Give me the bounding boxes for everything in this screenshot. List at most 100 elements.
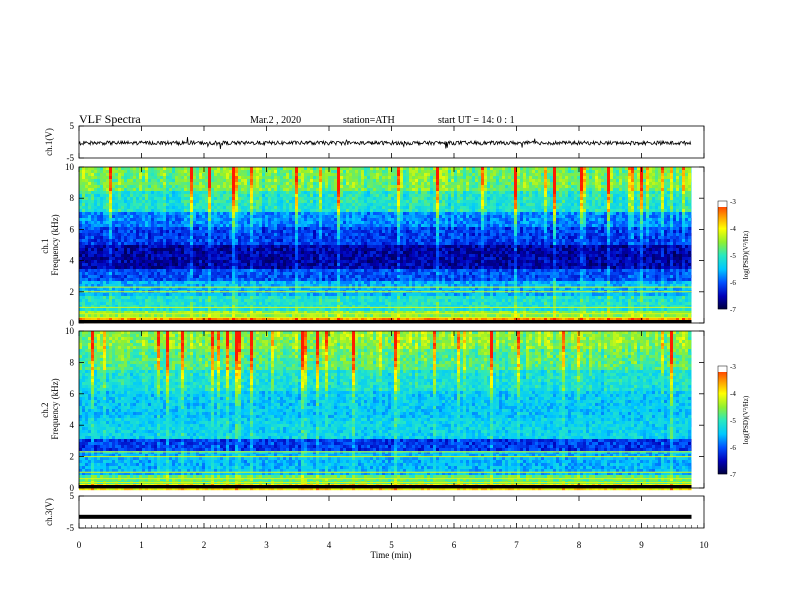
spectrogram-cell bbox=[550, 167, 553, 170]
spectrogram-cell bbox=[325, 194, 328, 197]
spectrogram-cell bbox=[202, 227, 205, 230]
spectrogram-cell bbox=[94, 203, 97, 206]
spectrogram-cell bbox=[202, 203, 205, 206]
spectrogram-cell bbox=[646, 212, 649, 215]
spectrogram-cell bbox=[247, 230, 250, 233]
spectrogram-cell bbox=[358, 209, 361, 212]
spectrogram-cell bbox=[382, 191, 385, 194]
spectrogram-cell bbox=[133, 236, 136, 239]
spectrogram-cell bbox=[262, 230, 265, 233]
spectrogram-cell bbox=[256, 212, 259, 215]
spectrogram-cell bbox=[505, 185, 508, 188]
spectrogram-cell bbox=[82, 218, 85, 221]
spectrogram-cell bbox=[436, 215, 439, 218]
spectrogram-cell bbox=[511, 215, 514, 218]
spectrogram-cell bbox=[196, 233, 199, 236]
spectrogram-cell bbox=[676, 230, 679, 233]
spectrogram-cell bbox=[481, 230, 484, 233]
spectrogram-cell bbox=[682, 206, 685, 209]
spectrogram-cell bbox=[469, 197, 472, 200]
spectrogram-cell bbox=[214, 191, 217, 194]
spectrogram-cell bbox=[649, 188, 652, 191]
spectrogram-cell bbox=[478, 182, 481, 185]
spectrogram-cell bbox=[466, 203, 469, 206]
spectrogram-cell bbox=[574, 185, 577, 188]
spectrogram-cell bbox=[388, 230, 391, 233]
spectrogram-cell bbox=[688, 236, 691, 239]
spectrogram-cell bbox=[223, 188, 226, 191]
spectrogram-cell bbox=[103, 215, 106, 218]
spectrogram-cell bbox=[289, 191, 292, 194]
spectrogram-cell bbox=[586, 212, 589, 215]
spectrogram-cell bbox=[151, 206, 154, 209]
spectrogram-cell bbox=[148, 194, 151, 197]
spectrogram-cell bbox=[586, 197, 589, 200]
spectrogram-cell bbox=[445, 179, 448, 182]
spectrogram-cell bbox=[637, 197, 640, 200]
spectrogram-cell bbox=[553, 185, 556, 188]
spectrogram-cell bbox=[610, 185, 613, 188]
spectrogram-cell bbox=[151, 203, 154, 206]
spectrogram-cell bbox=[436, 236, 439, 239]
ch1-waveform-trace bbox=[79, 126, 691, 158]
spectrogram-cell bbox=[628, 200, 631, 203]
spectrogram-cell bbox=[484, 218, 487, 221]
spectrogram-cell bbox=[397, 188, 400, 191]
spectrogram-cell bbox=[604, 212, 607, 215]
spectrogram-cell bbox=[271, 224, 274, 227]
spectrogram-cell bbox=[580, 224, 583, 227]
spectrogram-cell bbox=[580, 176, 583, 179]
spectrogram-cell bbox=[220, 239, 223, 242]
spectrogram-cell bbox=[187, 215, 190, 218]
spectrogram-cell bbox=[169, 182, 172, 185]
spectrogram-cell bbox=[487, 218, 490, 221]
spectrogram-cell bbox=[169, 239, 172, 242]
spectrogram-cell bbox=[406, 182, 409, 185]
spectrogram-cell bbox=[454, 203, 457, 206]
spectrogram-cell bbox=[214, 233, 217, 236]
spectrogram-cell bbox=[88, 194, 91, 197]
spectrogram-cell bbox=[400, 179, 403, 182]
spectrogram-cell bbox=[349, 173, 352, 176]
spectrogram-cell bbox=[310, 233, 313, 236]
spectrogram-cell bbox=[679, 215, 682, 218]
spectrogram-cell bbox=[460, 191, 463, 194]
spectrogram-cell bbox=[544, 170, 547, 173]
spectrogram-cell bbox=[286, 212, 289, 215]
spectrogram-cell bbox=[664, 173, 667, 176]
spectrogram-cell bbox=[100, 194, 103, 197]
spectrogram-cell bbox=[127, 200, 130, 203]
spectrogram-cell bbox=[427, 221, 430, 224]
spectrogram-cell bbox=[202, 221, 205, 224]
spectrogram-cell bbox=[361, 170, 364, 173]
spectrogram-cell bbox=[397, 212, 400, 215]
spectrogram-cell bbox=[370, 173, 373, 176]
spectrogram-cell bbox=[277, 197, 280, 200]
spectrogram-cell bbox=[553, 188, 556, 191]
spectrogram-cell bbox=[325, 188, 328, 191]
spectrogram-cell bbox=[187, 188, 190, 191]
spectrogram-cell bbox=[163, 236, 166, 239]
spectrogram-cell bbox=[394, 212, 397, 215]
spectrogram-cell bbox=[649, 206, 652, 209]
spectrogram-cell bbox=[475, 200, 478, 203]
spectrogram-cell bbox=[364, 227, 367, 230]
spectrogram-cell bbox=[631, 233, 634, 236]
spectrogram-cell bbox=[670, 212, 673, 215]
spectrogram-cell bbox=[136, 176, 139, 179]
spectrogram-cell bbox=[160, 167, 163, 170]
spectrogram-cell bbox=[631, 209, 634, 212]
spectrogram-cell bbox=[160, 212, 163, 215]
spectrogram-cell bbox=[646, 218, 649, 221]
spectrogram-cell bbox=[244, 188, 247, 191]
spectrogram-cell bbox=[355, 236, 358, 239]
spectrogram-cell bbox=[598, 236, 601, 239]
spectrogram-cell bbox=[163, 200, 166, 203]
spectrogram-cell bbox=[331, 212, 334, 215]
spectrogram-cell bbox=[382, 212, 385, 215]
spectrogram-cell bbox=[97, 170, 100, 173]
spectrogram-cell bbox=[304, 179, 307, 182]
spectrogram-cell bbox=[94, 185, 97, 188]
spectrogram-cell bbox=[397, 176, 400, 179]
spectrogram-cell bbox=[220, 206, 223, 209]
